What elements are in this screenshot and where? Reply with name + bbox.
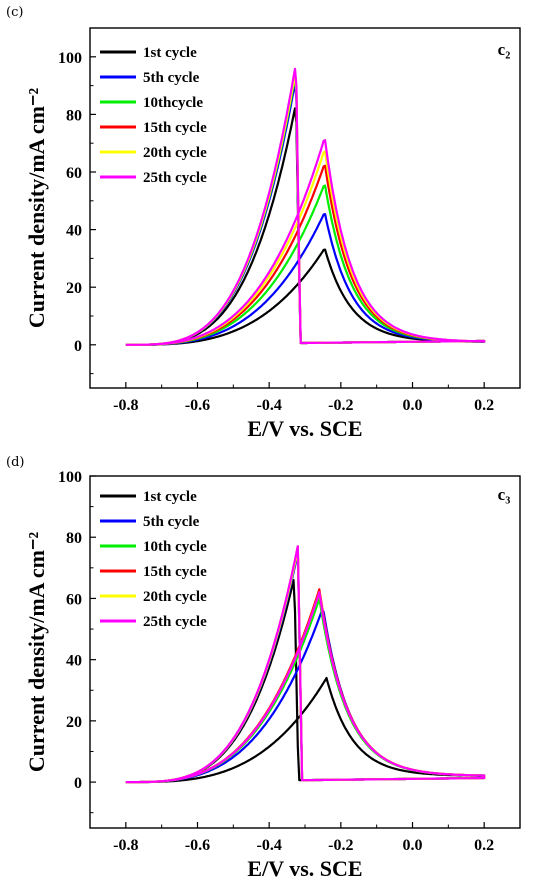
legend-label: 25th cycle (143, 170, 207, 186)
legend-label: 5th cycle (143, 514, 200, 530)
y-tick-label: 80 (66, 107, 82, 124)
x-tick-label: -0.8 (113, 397, 138, 414)
legend-label: 15th cycle (143, 564, 207, 580)
x-tick-label: -0.2 (328, 837, 353, 854)
y-tick-label: 100 (58, 469, 82, 486)
legend-label: 10thcycle (143, 95, 203, 111)
y-tick-label: 80 (66, 530, 82, 547)
panel-d: (d) -0.8 -0.6 -0.4 -0.2 0.0 0.2 0 20 40 60 80 100 E/V… (6, 455, 521, 881)
legend-label: 10th cycle (143, 539, 207, 555)
panel-c: (c) -0.8 -0.6 -0.4 -0.2 0.0 0.2 0 20 40 60 80 100 E/V… (6, 5, 521, 441)
y-axis-title: Current density/mA cm⁻² (24, 87, 49, 328)
x-tick-label: 0.2 (474, 837, 494, 854)
legend-label: 1st cycle (143, 489, 197, 505)
series-line-2 (125, 551, 486, 784)
panel-label: (c) (6, 5, 23, 20)
series-group (125, 545, 486, 784)
x-axis-title: E/V vs. SCE (247, 416, 362, 441)
series-line-1 (125, 107, 486, 346)
series-line-6 (125, 545, 486, 784)
y-tick-label: 40 (66, 653, 82, 670)
y-tick-label: 60 (66, 591, 82, 608)
series-group (125, 67, 486, 346)
series-line-5 (125, 548, 486, 784)
y-tick-label: 0 (74, 775, 82, 792)
series-line-3 (125, 76, 486, 346)
y-tick-label: 40 (66, 223, 82, 240)
legend: 1st cycle 5th cycle 10th cycle 15th cycle 20… (100, 489, 207, 630)
legend-label: 20th cycle (143, 589, 207, 605)
panel-tag: c₃ (498, 485, 511, 504)
y-tick-label: 20 (66, 714, 82, 731)
x-tick-label: -0.6 (185, 397, 210, 414)
x-axis-title: E/V vs. SCE (247, 856, 362, 881)
series-line-5 (125, 73, 486, 346)
legend-label: 15th cycle (143, 120, 207, 136)
legend-label: 20th cycle (143, 145, 207, 161)
y-tick-label: 60 (66, 165, 82, 182)
x-tick-label: 0.0 (403, 397, 423, 414)
series-line-1 (125, 579, 486, 784)
y-tick-label: 0 (74, 338, 82, 355)
x-tick-label: -0.4 (257, 837, 282, 854)
series-line-3 (125, 548, 486, 784)
x-tick-label: -0.8 (113, 837, 138, 854)
series-line-6 (125, 67, 486, 346)
x-tick-label: 0.2 (474, 397, 494, 414)
legend-label: 25th cycle (143, 614, 207, 630)
x-tick-label: -0.2 (328, 397, 353, 414)
legend-label: 5th cycle (143, 70, 200, 86)
y-tick-label: 100 (58, 50, 82, 67)
legend-label: 1st cycle (143, 45, 197, 61)
y-axis-title: Current density/mA cm⁻² (24, 531, 49, 772)
x-tick-label: 0.0 (403, 837, 423, 854)
panel-tag: c₂ (498, 40, 511, 59)
series-line-4 (125, 545, 486, 784)
x-tick-label: -0.4 (257, 397, 282, 414)
legend: 1st cycle 5th cycle 10thcycle 15th cycle 20t… (100, 45, 207, 186)
y-tick-label: 20 (66, 280, 82, 297)
panel-label: (d) (6, 455, 24, 470)
x-tick-label: -0.6 (185, 837, 210, 854)
series-line-4 (125, 70, 486, 346)
